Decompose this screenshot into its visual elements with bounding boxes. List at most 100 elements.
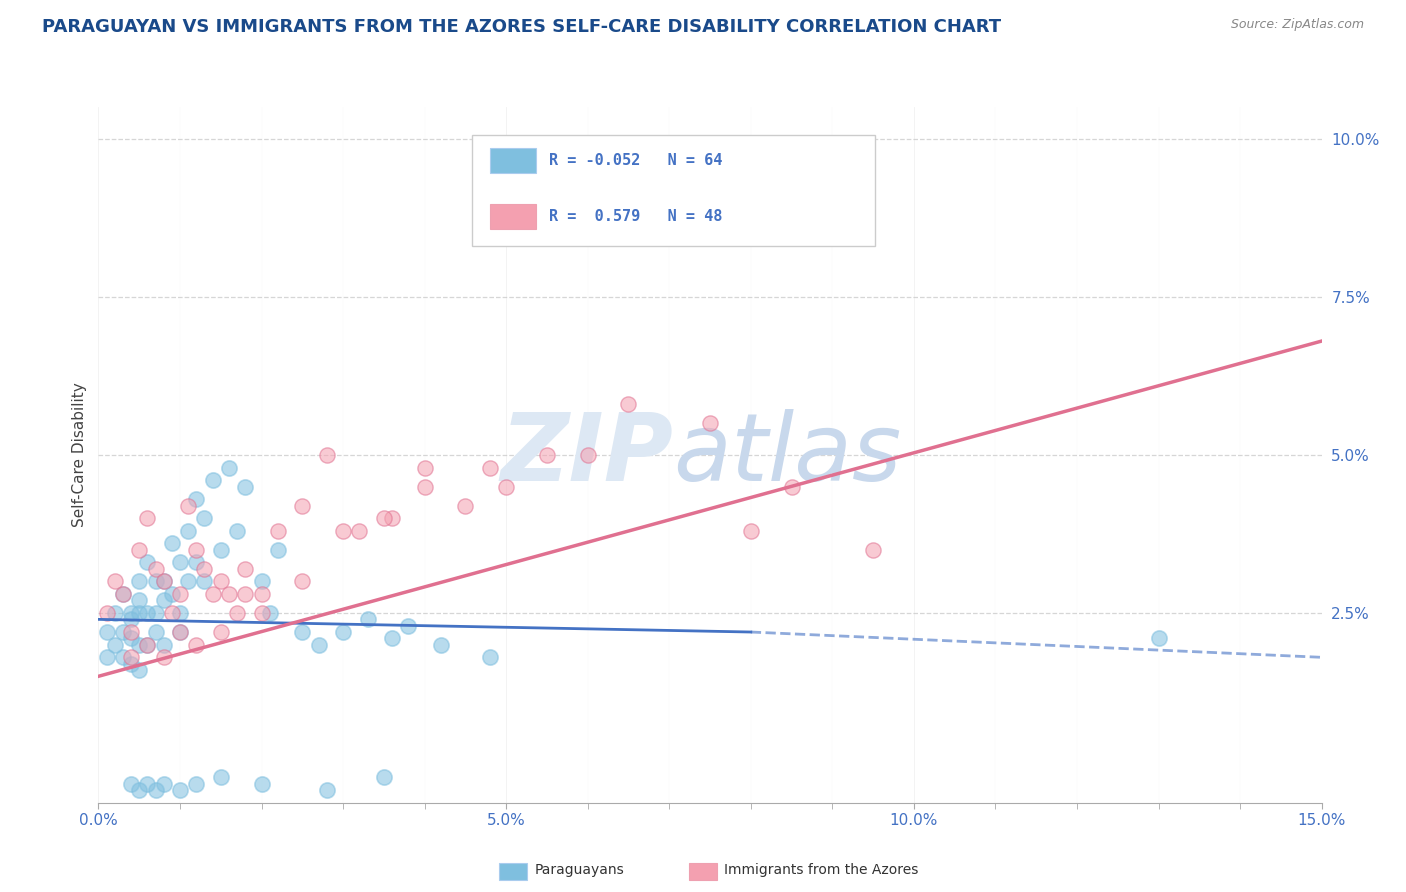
Point [104,606,127,620]
Point [169,625,191,640]
Point [152,574,174,589]
Point [226,606,249,620]
Point [120,657,142,671]
Point [111,587,134,601]
Point [349,524,371,538]
Point [160,536,183,550]
Point [128,638,150,652]
Point [250,777,273,791]
Text: Immigrants from the Azores: Immigrants from the Azores [724,863,918,877]
Point [152,593,174,607]
Point [136,556,159,570]
Point [267,524,290,538]
Point [332,524,354,538]
Point [152,574,174,589]
Point [617,397,640,411]
Point [128,606,150,620]
Point [332,625,354,640]
Point [193,562,215,576]
Point [315,783,337,797]
Point [111,650,134,665]
Point [160,587,183,601]
Point [291,625,314,640]
Point [186,638,208,652]
Point [169,625,191,640]
Point [250,587,273,601]
Point [96,650,118,665]
Point [128,593,150,607]
Point [136,606,159,620]
Text: PARAGUAYAN VS IMMIGRANTS FROM THE AZORES SELF-CARE DISABILITY CORRELATION CHART: PARAGUAYAN VS IMMIGRANTS FROM THE AZORES… [42,18,1001,36]
Point [430,638,453,652]
Point [250,606,273,620]
Text: Paraguayans: Paraguayans [534,863,624,877]
Point [308,638,330,652]
Point [209,771,232,785]
Point [413,460,436,475]
Point [740,524,762,538]
Point [96,606,118,620]
Point [152,650,174,665]
Point [862,542,884,557]
Point [128,783,150,797]
Point [104,574,127,589]
FancyBboxPatch shape [471,135,875,246]
Bar [489,148,536,173]
Point [478,460,501,475]
Point [209,542,232,557]
Point [145,562,167,576]
Point [111,587,134,601]
Point [120,632,142,646]
Point [104,638,127,652]
Text: R =  0.579   N = 48: R = 0.579 N = 48 [548,209,721,224]
Point [186,556,208,570]
Point [96,625,118,640]
Point [120,777,142,791]
Bar [489,203,536,229]
Point [120,650,142,665]
Point [152,638,174,652]
Point [373,511,395,525]
Point [454,499,477,513]
Point [136,777,159,791]
Point [658,227,681,241]
Point [120,612,142,626]
Point [136,638,159,652]
Point [233,587,256,601]
Point [218,460,240,475]
Text: ZIP: ZIP [501,409,673,501]
Point [186,542,208,557]
Point [259,606,281,620]
Point [169,587,191,601]
Point [186,777,208,791]
Point [177,574,200,589]
Point [145,606,167,620]
Point [267,542,290,557]
Point [291,499,314,513]
Point [169,556,191,570]
Point [233,562,256,576]
Point [226,524,249,538]
Point [120,625,142,640]
Point [381,511,404,525]
Point [145,625,167,640]
Point [356,612,378,626]
Point [218,587,240,601]
Point [576,448,599,462]
Point [177,524,200,538]
Point [160,606,183,620]
Point [315,448,337,462]
Point [396,618,419,632]
Point [152,777,174,791]
Point [169,606,191,620]
Point [250,574,273,589]
Point [136,511,159,525]
Point [128,574,150,589]
Point [291,574,314,589]
Point [495,479,517,493]
Point [780,479,803,493]
Text: atlas: atlas [673,409,901,500]
Point [478,650,501,665]
Point [193,574,215,589]
Point [136,638,159,652]
